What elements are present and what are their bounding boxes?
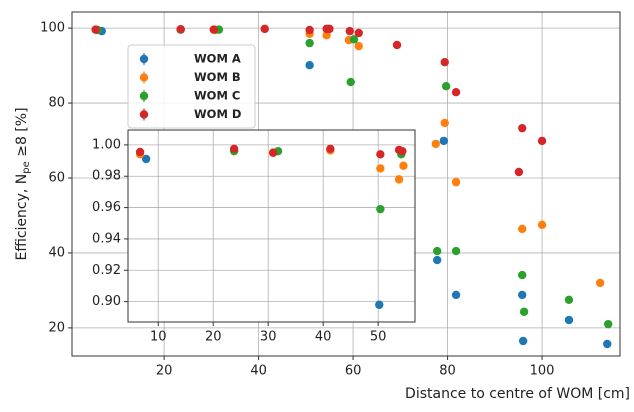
y-tick-label: 40 [48,245,65,260]
legend-label: WOM A [194,52,241,66]
data-point [518,224,527,234]
y-tick-label: 0.94 [92,231,121,246]
data-point [325,24,334,34]
legend-label: WOM D [194,107,241,121]
y-label-sub: pe [21,161,32,174]
x-tick-label: 20 [205,330,222,345]
y-tick-label: 0.98 [92,169,121,184]
data-point [268,148,278,157]
y-tick-label: 20 [48,320,65,335]
data-point [564,315,574,325]
data-point [376,164,385,173]
x-tick-label: 40 [250,364,267,379]
data-point [603,339,612,349]
y-tick-label: 60 [48,171,65,186]
data-point [432,255,442,265]
x-tick-label: 100 [530,364,555,379]
data-point [349,35,359,44]
data-point [439,136,448,146]
data-point [451,246,461,256]
data-point [398,146,407,156]
data-point [518,336,528,346]
legend-marker [139,73,149,82]
data-point [392,40,402,50]
legend-marker [139,91,149,101]
data-point [518,270,527,280]
data-point [431,139,440,149]
plot-area [128,130,415,322]
data-point [518,123,527,133]
x-tick-label: 50 [370,330,387,345]
data-point [451,87,461,97]
data-point [537,220,547,230]
data-point [354,41,363,51]
axes-frame [127,129,416,323]
y-tick-label: 0.90 [92,294,121,309]
legend-marker [139,54,149,64]
y-tick-label: 80 [48,96,65,111]
data-point [176,25,185,34]
data-point [229,144,239,154]
x-tick-label: 30 [260,330,277,345]
data-point [441,81,451,91]
data-point [399,161,408,170]
legend-label: WOM C [194,89,240,103]
x-tick-label: 80 [439,364,456,379]
x-tick-label: 20 [156,364,173,379]
data-point [564,295,574,304]
data-point [354,28,363,38]
data-point [322,31,331,40]
y-tick-label: 1.00 [92,137,121,152]
data-point [346,77,355,87]
data-point [305,61,314,70]
data-point [141,154,151,164]
data-point [514,167,524,177]
data-point [451,290,461,300]
data-point [260,24,269,34]
data-point [518,290,527,300]
data-point [394,175,404,184]
data-point [595,278,605,288]
data-point [603,319,613,329]
data-point [376,204,385,214]
data-point [326,144,335,154]
data-point [519,307,529,316]
data-point [345,26,354,36]
axes-frame [71,11,621,357]
legend-box [127,44,256,129]
y-tick-label: 100 [40,21,65,36]
y-tick-label: 0.96 [92,200,121,215]
data-point [305,25,314,35]
y-axis-label: Efficiency, Npe ≥8 [%] [14,107,32,260]
x-tick-label: 10 [150,330,167,345]
data-point [440,58,449,67]
data-point [451,177,461,187]
x-axis-label: Distance to centre of WOM [cm] [405,386,630,402]
data-point [440,118,449,128]
y-label-part: ≥8 [%] [14,107,30,161]
data-point [135,147,145,157]
data-point [91,25,100,34]
data-point [305,38,314,48]
data-point [537,136,547,146]
x-tick-label: 40 [315,330,332,345]
data-point [432,246,442,256]
x-tick-label: 60 [345,364,362,379]
data-point [209,25,218,34]
data-point [375,300,384,309]
y-label-part: Efficiency, N [14,174,30,261]
legend-label: WOM B [194,70,241,84]
y-tick-label: 0.92 [92,263,121,278]
data-point [376,150,385,159]
legend-marker [139,110,149,119]
